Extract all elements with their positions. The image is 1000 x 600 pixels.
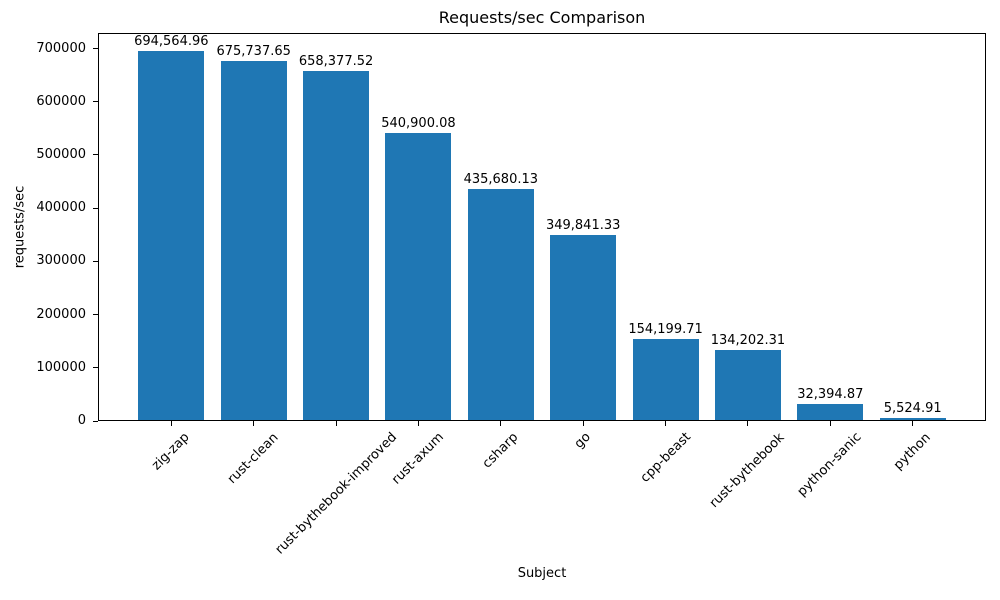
bar [550,234,617,421]
bar [303,70,369,421]
x-tick [500,421,502,426]
x-tick [335,421,337,426]
bar [632,338,699,421]
y-tick-label: 400000 [36,200,86,216]
bar-value-label: 694,564.96 [134,34,209,50]
y-tick-label: 200000 [36,306,86,322]
x-tick-label: rust-clean [225,429,282,487]
x-tick-label: rust-bythebook-improved [272,429,400,558]
x-tick [665,421,667,426]
x-tick [417,421,419,426]
bar-value-label: 540,900.08 [381,116,456,132]
bar [220,61,287,421]
y-tick [93,260,98,262]
x-tick-label: python-sanic [794,430,865,500]
x-tick-label: go [571,429,594,452]
x-tick-label: csharp [479,430,522,472]
chart-title: Requests/sec Comparison [438,8,646,27]
bar [138,51,205,421]
x-tick [582,421,584,426]
y-tick-label: 300000 [36,253,86,269]
bar-value-label: 658,377.52 [298,53,374,69]
bar-value-label: 134,202.31 [710,332,786,348]
bar [714,349,781,421]
x-tick-label: python [891,429,934,473]
y-tick-label: 700000 [36,40,86,56]
y-tick [93,367,98,369]
x-tick-label: cpp-beast [637,429,694,487]
y-tick-label: 600000 [36,93,86,109]
y-tick [93,154,98,156]
plot-area: 0 100000 200000 300000 400000 500000 600000 700… [36,33,986,557]
bar-value-label: 32,394.87 [797,386,864,402]
x-tick-label: rust-bythebook [707,429,788,511]
bar-value-label: 154,199.71 [628,321,703,337]
y-tick [93,48,98,50]
bar-value-label: 435,680.13 [463,172,539,188]
y-tick [93,314,98,316]
x-axis-label: Subject [517,566,567,581]
y-tick-label: 0 [77,413,86,428]
y-tick [93,101,98,103]
y-tick [93,420,98,422]
bar-value-label: 675,737.65 [216,44,291,60]
y-tick-label: 500000 [36,146,86,162]
x-tick [747,421,749,426]
bar [385,133,452,421]
x-tick [912,421,914,426]
bar [467,189,534,421]
bar-value-label: 5,524.91 [883,401,942,417]
x-tick [170,421,172,426]
bar [797,403,864,421]
bar [879,418,946,421]
bar-value-label: 349,841.33 [545,217,621,233]
x-tick [829,421,831,426]
y-tick-label: 100000 [36,359,86,375]
x-tick [253,421,255,426]
y-tick [93,207,98,209]
x-tick-label: zig-zap [149,429,193,474]
